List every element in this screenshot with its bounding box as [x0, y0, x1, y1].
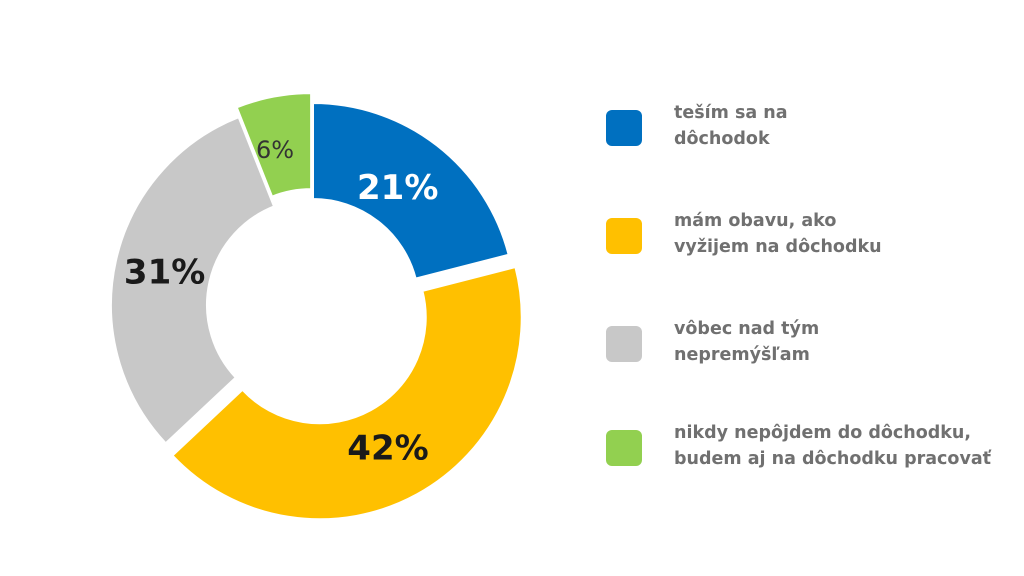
- slice-value-label-4: 6%: [256, 136, 294, 164]
- slice-value-label-2: 42%: [347, 429, 428, 469]
- legend-label-3: vôbec nad tým nepremýšľam: [674, 319, 820, 365]
- donut-slice-4: [235, 92, 313, 198]
- slice-value-label-3: 31%: [124, 252, 205, 292]
- legend-swatch-3: [606, 326, 642, 362]
- donut-slices: [110, 92, 523, 521]
- donut-slice-2: [171, 265, 523, 521]
- donut-slice-3: [110, 115, 276, 445]
- legend-swatch-1: [606, 110, 642, 146]
- legend-swatch-2: [606, 218, 642, 254]
- legend-item-4: nikdy nepôjdem do dôchodku, budem aj na …: [606, 418, 1016, 478]
- legend-label-1: teším sa na dôchodok: [674, 103, 788, 149]
- legend-item-2: mám obavu, ako vyžijem na dôchodku: [606, 206, 1016, 266]
- donut-slice-labels: 21% 42% 31% 6%: [124, 136, 438, 469]
- legend-item-1: teším sa na dôchodok: [606, 98, 1016, 158]
- legend-label-2: mám obavu, ako vyžijem na dôchodku: [674, 211, 882, 257]
- donut-slice-1: [312, 101, 510, 280]
- slice-value-label-1: 21%: [357, 168, 438, 208]
- legend-item-3: vôbec nad tým nepremýšľam: [606, 314, 1016, 374]
- legend-swatch-4: [606, 430, 642, 466]
- legend-label-4: nikdy nepôjdem do dôchodku, budem aj na …: [674, 423, 992, 469]
